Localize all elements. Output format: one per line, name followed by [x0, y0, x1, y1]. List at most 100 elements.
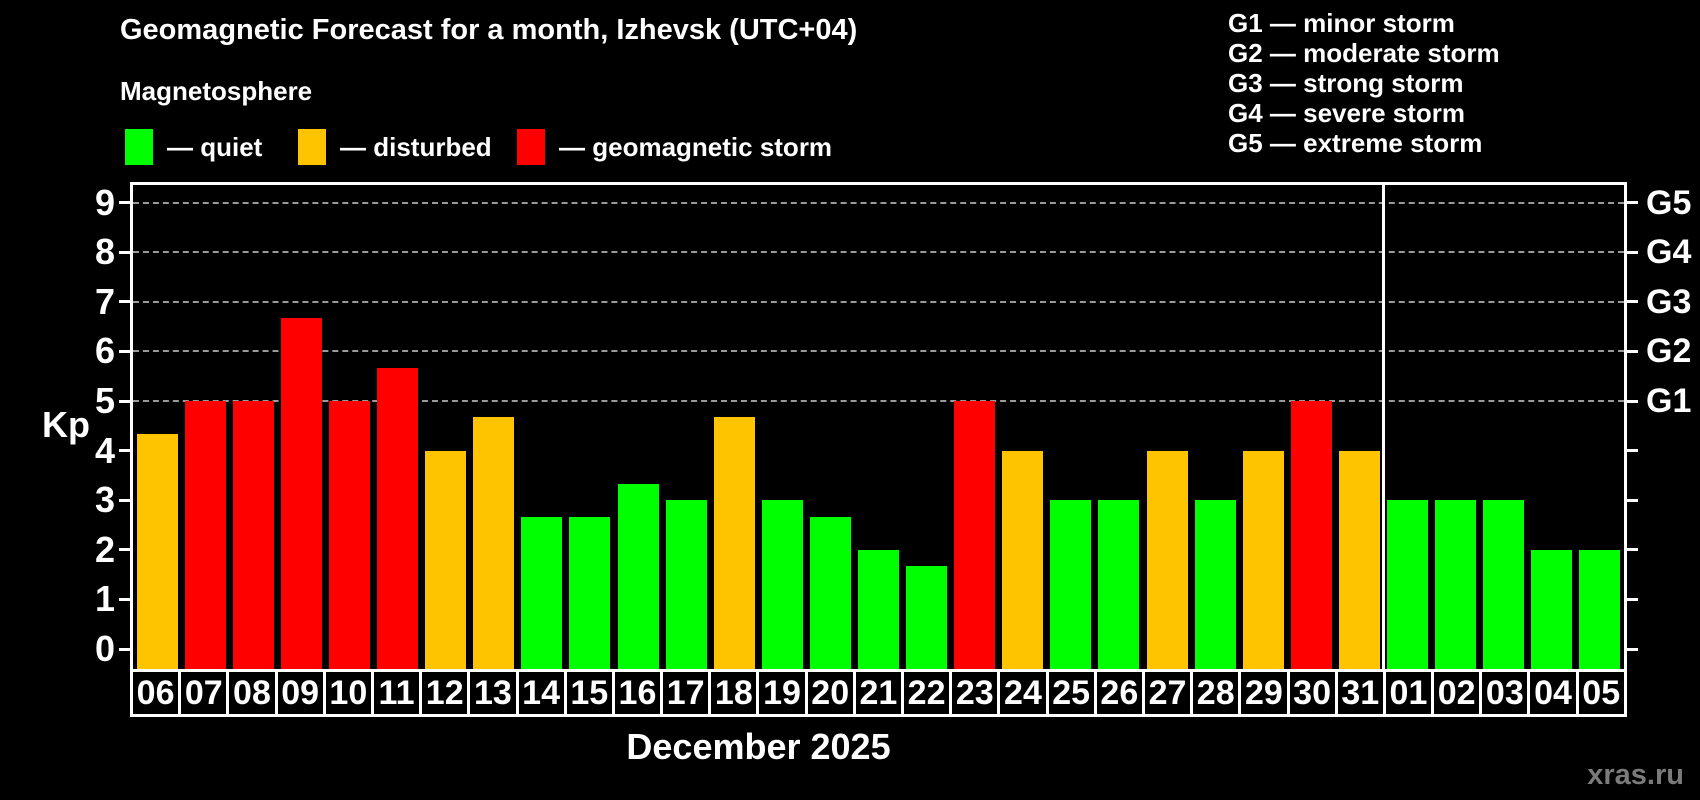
day-label-31: 31	[1338, 672, 1386, 714]
y-axis-tick	[1624, 399, 1638, 403]
legend-item-storm: — geomagnetic storm	[517, 128, 832, 166]
y-axis-tick	[1624, 647, 1638, 651]
day-label-04: 04	[1530, 672, 1579, 714]
kp-bar-day-12	[425, 450, 467, 669]
g-level-label: G4	[1646, 233, 1692, 272]
y-axis-tick-label: 7	[94, 280, 115, 322]
day-label-09: 09	[278, 672, 326, 714]
day-label-10: 10	[326, 672, 374, 714]
kp-bar-day-28	[1194, 500, 1236, 669]
kp-bar-day-03	[1483, 500, 1525, 669]
y-axis-tick	[119, 201, 133, 205]
y-axis-tick	[1624, 201, 1638, 205]
gridline	[133, 400, 1624, 402]
y-axis-tick	[1624, 349, 1638, 353]
legend-label: — disturbed	[340, 131, 492, 162]
day-label-12: 12	[422, 672, 471, 714]
kp-bar-day-11	[377, 367, 419, 669]
g-level-label: G5	[1646, 183, 1692, 222]
day-label-15: 15	[567, 672, 615, 714]
y-axis-tick	[1624, 597, 1638, 601]
day-label-01: 01	[1386, 672, 1435, 714]
kp-bar-day-22	[906, 566, 948, 669]
day-label-11: 11	[374, 672, 423, 714]
day-label-05: 05	[1582, 673, 1621, 712]
gridline	[133, 350, 1624, 353]
gridline	[133, 201, 1624, 204]
legend-item-disturbed: — disturbed	[298, 128, 492, 166]
kp-bar-day-02	[1435, 500, 1477, 669]
kp-bar-day-06	[136, 434, 178, 669]
day-label-06: 06	[133, 672, 182, 714]
day-label-08: 08	[229, 672, 278, 714]
y-axis-tick-label: 8	[94, 231, 115, 273]
g-scale-line: G2 — moderate storm	[1228, 38, 1500, 68]
legend-label: — quiet	[167, 131, 263, 162]
y-axis-tick	[1624, 498, 1638, 502]
y-axis-tick	[1624, 449, 1638, 453]
quiet-color-swatch	[125, 129, 153, 165]
kp-bar-day-18	[713, 417, 755, 669]
kp-bar-day-01	[1387, 500, 1429, 669]
page-title: Geomagnetic Forecast for a month, Izhevs…	[120, 14, 858, 46]
day-label-17: 17	[663, 672, 712, 714]
y-axis-tick	[1624, 300, 1638, 304]
day-label-19: 19	[759, 672, 808, 714]
kp-bar-day-14	[521, 516, 563, 669]
day-label-20: 20	[808, 672, 856, 714]
day-label-30: 30	[1290, 672, 1338, 714]
kp-bar-day-26	[1098, 500, 1140, 669]
kp-bar-day-09	[280, 318, 322, 669]
kp-bar-day-24	[1002, 450, 1044, 669]
chart-subtitle: Magnetosphere	[120, 76, 313, 106]
y-axis-tick	[119, 597, 133, 601]
g-level-label: G3	[1646, 282, 1692, 321]
x-axis-day-row: 06 07 08 09 10 11 12 13 14 15 16 17 18 19 20 21 22 23 24 25…	[130, 669, 1627, 717]
y-axis-tick	[119, 349, 133, 353]
day-label-18: 18	[711, 672, 760, 714]
day-label-27: 27	[1145, 672, 1194, 714]
kp-bar-day-04	[1531, 549, 1573, 669]
kp-bar-day-20	[809, 516, 851, 669]
kp-bar-day-30	[1290, 401, 1332, 669]
y-axis-tick-label: 0	[94, 628, 115, 669]
legend-item-quiet: — quiet	[125, 128, 262, 166]
y-axis-tick-label: 4	[94, 429, 115, 471]
month-boundary-line	[1382, 185, 1385, 669]
y-axis-tick-label: 6	[94, 330, 115, 372]
kp-bar-day-16	[617, 483, 659, 669]
day-label-25: 25	[1049, 672, 1097, 714]
kp-bar-day-10	[328, 401, 370, 669]
kp-bar-day-05	[1579, 549, 1621, 669]
y-axis-tick-label: 9	[94, 181, 115, 223]
kp-bar-day-07	[184, 401, 226, 669]
day-label-29: 29	[1241, 672, 1290, 714]
kp-bar-day-17	[665, 500, 707, 669]
y-axis-tick-label: 2	[94, 528, 115, 570]
x-axis-title: December 2025	[626, 726, 891, 767]
day-label-23: 23	[952, 672, 1001, 714]
day-label-16: 16	[615, 672, 664, 714]
kp-bar-day-31	[1338, 450, 1380, 669]
legend-label: — geomagnetic storm	[559, 131, 833, 162]
kp-bar-day-08	[232, 401, 274, 669]
kp-bar-day-19	[761, 500, 803, 669]
g-scale-legend: G1 — minor storm G2 — moderate storm G3 …	[1228, 8, 1500, 158]
day-label-03: 03	[1482, 672, 1531, 714]
g-scale-line: G4 — severe storm	[1228, 98, 1466, 128]
y-axis-tick	[1624, 548, 1638, 552]
y-axis-title: Kp	[42, 404, 90, 445]
y-axis-tick-label: 5	[94, 380, 115, 421]
kp-bar-day-21	[858, 549, 900, 669]
kp-bar-day-25	[1050, 500, 1092, 669]
watermark: xras.ru	[1587, 759, 1684, 791]
kp-bar-day-27	[1146, 450, 1188, 669]
y-axis-tick	[119, 399, 133, 403]
day-label-13: 13	[470, 672, 519, 714]
y-axis-tick	[119, 647, 133, 651]
y-axis-tick-label: 3	[94, 479, 115, 521]
gridline	[133, 300, 1624, 303]
disturbed-color-swatch	[298, 129, 326, 165]
g-level-label: G1	[1646, 382, 1692, 420]
